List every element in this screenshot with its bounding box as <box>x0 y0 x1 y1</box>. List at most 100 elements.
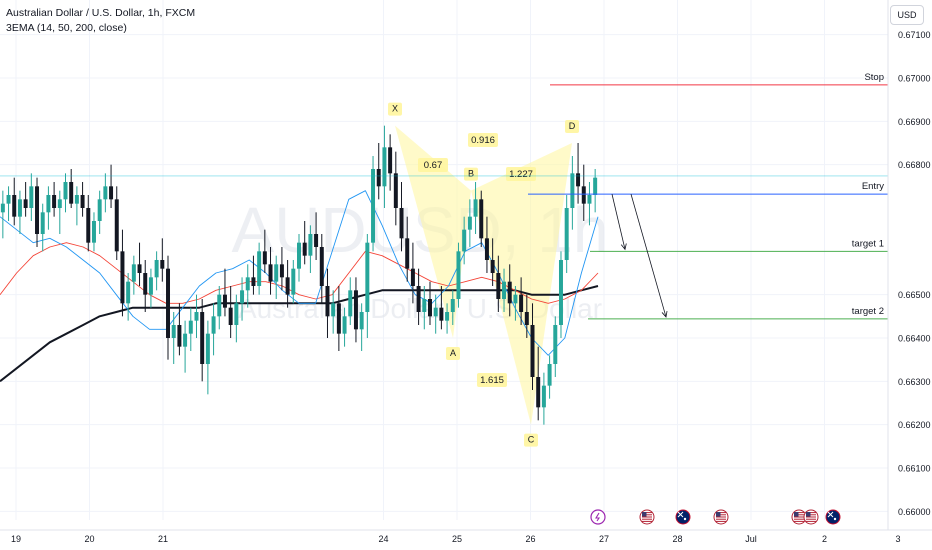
candle-body[interactable] <box>353 290 358 330</box>
candle-body[interactable] <box>126 281 131 304</box>
candle-body[interactable] <box>541 385 546 408</box>
candle-body[interactable] <box>484 238 489 260</box>
lightning-icon[interactable] <box>590 509 606 525</box>
candle-body[interactable] <box>12 195 17 217</box>
candle-body[interactable] <box>148 277 153 295</box>
currency-button[interactable]: USD <box>890 5 924 25</box>
candle-body[interactable] <box>188 320 193 334</box>
candle-body[interactable] <box>433 307 438 317</box>
candle-body[interactable] <box>473 199 478 217</box>
candle-body[interactable] <box>183 333 188 347</box>
candle-body[interactable] <box>6 195 11 204</box>
candle-body[interactable] <box>507 281 512 304</box>
candle-body[interactable] <box>427 299 432 317</box>
time-axis[interactable]: 1920212425262728Jul234 <box>0 529 932 544</box>
candle-body[interactable] <box>456 251 461 299</box>
harmonic-pattern[interactable]: X A B C D 0.67 0.916 1.227 1.615 <box>388 102 579 447</box>
candle-body[interactable] <box>240 290 245 304</box>
candle-body[interactable] <box>348 290 353 317</box>
candle-body[interactable] <box>365 242 370 312</box>
candle-body[interactable] <box>519 294 524 312</box>
candle-body[interactable] <box>371 169 376 243</box>
candle-body[interactable] <box>194 312 199 321</box>
candle-body[interactable] <box>57 199 62 208</box>
candle-body[interactable] <box>376 169 381 187</box>
candle-body[interactable] <box>479 199 484 239</box>
candle-body[interactable] <box>450 299 455 312</box>
candle-body[interactable] <box>17 199 22 217</box>
candle-body[interactable] <box>319 247 324 286</box>
candle-body[interactable] <box>274 264 279 282</box>
candle-body[interactable] <box>74 195 79 204</box>
arrow-target-1[interactable] <box>611 194 626 250</box>
candle-body[interactable] <box>291 268 296 295</box>
candle-body[interactable] <box>388 147 393 174</box>
candle-body[interactable] <box>166 268 171 338</box>
candle-body[interactable] <box>228 307 233 325</box>
candle-body[interactable] <box>279 264 284 278</box>
candle-body[interactable] <box>422 299 427 312</box>
candle-body[interactable] <box>245 277 250 291</box>
candle-body[interactable] <box>80 195 85 208</box>
indicator-legend[interactable]: 3EMA (14, 50, 200, close) <box>6 22 127 34</box>
candle-body[interactable] <box>581 186 586 204</box>
candle-body[interactable] <box>160 260 165 269</box>
candle-body[interactable] <box>467 216 472 230</box>
candle-body[interactable] <box>513 294 518 304</box>
candle-body[interactable] <box>177 325 182 347</box>
candle-body[interactable] <box>35 186 40 234</box>
candle-body[interactable] <box>393 173 398 208</box>
candle-body[interactable] <box>91 221 96 243</box>
candle-body[interactable] <box>97 199 102 221</box>
candle-body[interactable] <box>262 251 267 265</box>
candle-body[interactable] <box>502 281 507 299</box>
candle-body[interactable] <box>564 208 569 260</box>
candle-body[interactable] <box>536 377 541 408</box>
candle-body[interactable] <box>200 312 205 364</box>
event-icons[interactable] <box>590 509 841 525</box>
candle-body[interactable] <box>490 260 495 273</box>
candle-body[interactable] <box>462 229 467 252</box>
arrow-target-2[interactable] <box>630 194 667 318</box>
candle-body[interactable] <box>570 173 575 208</box>
candle-body[interactable] <box>524 312 529 325</box>
candle-body[interactable] <box>576 173 581 187</box>
candle-body[interactable] <box>547 364 552 386</box>
candle-body[interactable] <box>445 312 450 321</box>
candle-body[interactable] <box>302 242 307 256</box>
candle-body[interactable] <box>416 286 421 312</box>
candle-body[interactable] <box>325 286 330 317</box>
candle-body[interactable] <box>46 195 51 213</box>
candle-body[interactable] <box>137 264 142 273</box>
price-axis[interactable]: 0.67100 0.67000 0.66900 0.66800 0.66500 0.664… <box>887 0 932 550</box>
candle-body[interactable] <box>410 268 415 286</box>
candle-body[interactable] <box>530 325 535 377</box>
candle-body[interactable] <box>257 251 262 286</box>
candle-body[interactable] <box>154 260 159 278</box>
candle-body[interactable] <box>171 325 176 338</box>
candle-body[interactable] <box>308 234 313 256</box>
candle-body[interactable] <box>217 294 222 317</box>
candle-body[interactable] <box>114 199 119 252</box>
candle-body[interactable] <box>405 238 410 269</box>
candle-body[interactable] <box>103 186 108 200</box>
candle-body[interactable] <box>553 325 558 364</box>
candle-body[interactable] <box>314 234 319 247</box>
candle-body[interactable] <box>587 195 592 204</box>
candle-body[interactable] <box>0 203 5 213</box>
candle-body[interactable] <box>251 277 256 286</box>
candle-body[interactable] <box>285 277 290 295</box>
candle-body[interactable] <box>234 303 239 325</box>
candle-body[interactable] <box>205 333 210 364</box>
candle-body[interactable] <box>23 199 28 208</box>
symbol-title[interactable]: Australian Dollar / U.S. Dollar, 1h, FXC… <box>6 7 196 19</box>
candle-body[interactable] <box>297 242 301 269</box>
candle-body[interactable] <box>131 264 136 282</box>
candle-body[interactable] <box>52 195 57 208</box>
candle-body[interactable] <box>63 182 68 200</box>
candle-body[interactable] <box>399 208 404 239</box>
candle-body[interactable] <box>382 147 387 187</box>
candle-body[interactable] <box>40 212 45 234</box>
candles[interactable] <box>0 125 598 425</box>
